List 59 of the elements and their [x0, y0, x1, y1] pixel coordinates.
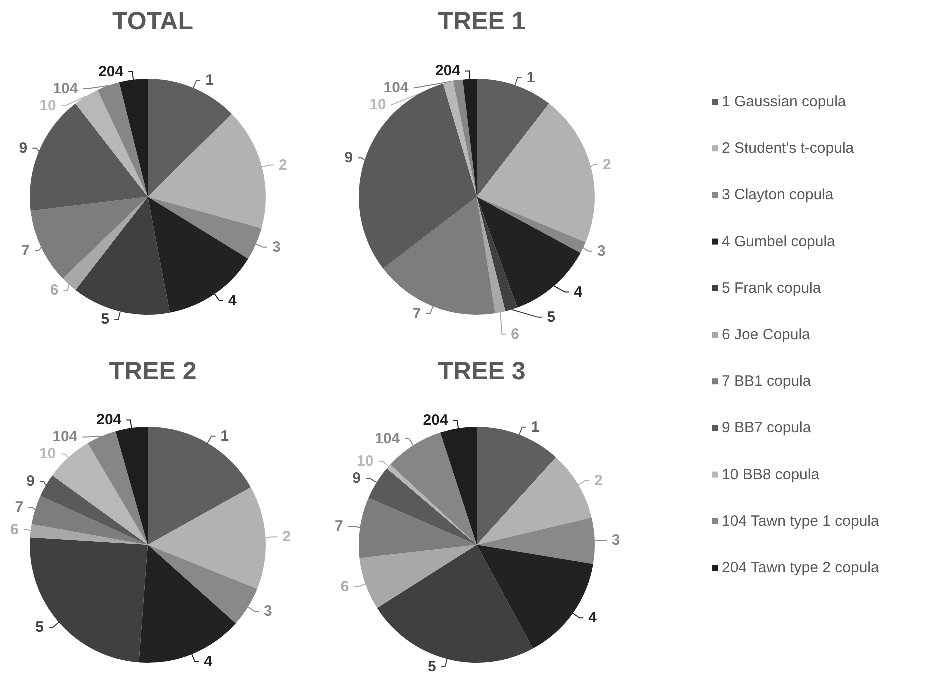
slice-label: 4 [588, 610, 598, 627]
slice-label: 3 [597, 242, 606, 260]
chart-title: TREE 3 [438, 358, 526, 386]
category-label: 9 BB7 copula [722, 420, 812, 437]
slice-label: 104 [384, 80, 410, 97]
slice-label: 4 [574, 284, 584, 301]
slice-label: 1 [220, 428, 230, 445]
slice-label: 1 [526, 69, 536, 86]
slice-label: 1 [206, 72, 214, 90]
slice-label: 7 [15, 499, 24, 516]
slice-label: 204 [423, 412, 449, 430]
slice-label: 9 [26, 473, 35, 490]
slice-label: 4 [228, 292, 238, 310]
slice-label: 204 [98, 63, 124, 80]
slice-label: 104 [52, 428, 78, 446]
slice-label: 3 [272, 238, 281, 256]
category-label: 5 Frank copula [722, 280, 822, 297]
slice-label: 204 [435, 62, 462, 80]
slice-label: 5 [428, 658, 436, 676]
slice-label: 2 [602, 156, 612, 174]
slice-label: 6 [10, 521, 19, 538]
slice-label: 9 [344, 150, 354, 167]
slice-label: 3 [264, 603, 272, 620]
slice-label: 10 [40, 97, 56, 114]
slice-label: 9 [352, 470, 361, 487]
slice-label: 6 [50, 282, 59, 300]
category-label: 2 Student's t-copula [722, 140, 855, 158]
category-label: 6 Joe Copula [722, 326, 812, 344]
category-label: 104 Tawn type 1 copula [722, 512, 880, 530]
slice-label: 5 [547, 308, 556, 326]
category-label: 1 Gaussian copula [722, 94, 847, 110]
slice-label: 10 [357, 452, 374, 470]
slice-label: 104 [375, 430, 401, 448]
slice-label: 5 [101, 311, 110, 328]
slice-label: 2 [278, 156, 288, 174]
slice-label: 4 [204, 653, 214, 670]
slice-label: 6 [340, 578, 350, 596]
chart-title: TOTAL [112, 8, 194, 36]
category-label: 4 Gumbel copula [722, 233, 836, 250]
category-label: 3 Clayton copula [722, 186, 834, 204]
slice-label: 7 [335, 518, 344, 535]
slice-label: 5 [36, 619, 44, 636]
slice-label: 3 [612, 532, 620, 550]
slice-label: 10 [39, 446, 56, 463]
chart-title: TREE 1 [438, 8, 526, 36]
category-label: 7 BB1 copula [722, 373, 812, 390]
slice-label: 1 [531, 418, 540, 436]
category-label: 10 BB8 copula [722, 466, 820, 484]
slice-label: 6 [511, 326, 520, 343]
slice-label: 2 [594, 472, 603, 490]
slice-label: 10 [370, 96, 386, 114]
category-label: 204 Tawn type 2 copula [722, 560, 880, 576]
slice-label: 7 [412, 306, 422, 323]
slice-label: 7 [22, 242, 30, 260]
slice-label: 9 [19, 140, 28, 157]
chart-title: TREE 2 [109, 358, 197, 386]
slice-label: 104 [53, 80, 79, 98]
slice-label: 2 [282, 528, 292, 546]
slice-label: 204 [96, 412, 122, 429]
